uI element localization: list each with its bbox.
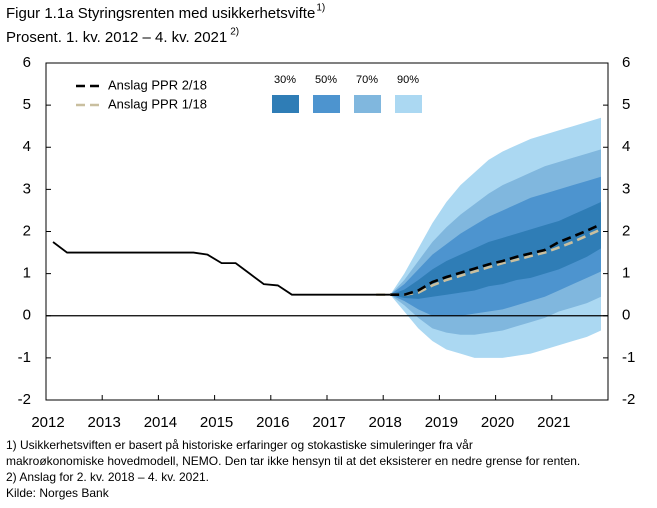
x-tick-label: 2020 [481,414,514,431]
y-tick-label: -1 [18,349,31,366]
footnote: 2) Anslag for 2. kv. 2018 – 4. kv. 2021. [6,470,209,484]
fan-legend-label: 30% [274,74,296,86]
x-tick-label: 2014 [144,414,177,431]
footnote: makroøkonomiske hovedmodell, NEMO. Den t… [6,454,580,468]
fan-legend-label: 50% [315,74,337,86]
y-tick-label: 4 [23,138,31,155]
y-tick-label: 6 [23,54,31,71]
footnote: Kilde: Norges Bank [6,486,110,500]
fan-legend-label: 90% [397,74,419,86]
x-tick-label: 2015 [200,414,233,431]
y-tick-label: -2 [18,391,31,408]
fan-band [390,202,601,299]
line [52,241,391,296]
y2-tick-label: 4 [622,138,630,155]
y2-tick-label: -1 [622,349,635,366]
legend-label: Anslag PPR 2/18 [108,77,207,92]
x-tick-label: 2016 [256,414,289,431]
fan-legend-swatch [354,95,381,113]
y-tick-label: 2 [23,222,31,239]
legend-label: Anslag PPR 1/18 [108,96,207,111]
y2-tick-label: 3 [622,180,630,197]
y2-tick-label: 6 [622,54,630,71]
x-tick-label: 2019 [425,414,458,431]
y-tick-label: 3 [23,180,31,197]
fan-legend-swatch [313,95,340,113]
fan-legend-swatch [395,95,422,113]
y2-tick-label: 2 [622,222,630,239]
footnote: 1) Usikkerhetsviften er basert på histor… [6,438,473,452]
x-tick-label: 2017 [312,414,345,431]
line [376,228,602,296]
title-note: 1) [316,3,325,14]
chart-subtitle: Prosent. 1. kv. 2012 – 4. kv. 2021 [6,29,227,46]
y-tick-label: 1 [23,265,31,282]
x-tick-label: 2013 [88,414,121,431]
y-tick-label: 0 [23,307,31,324]
y2-tick-label: -2 [622,391,635,408]
x-tick-label: 2012 [31,414,64,431]
y-tick-label: 5 [23,96,31,113]
y2-tick-label: 0 [622,307,630,324]
fan-legend-swatch [272,95,299,113]
x-tick-label: 2021 [537,414,570,431]
plot-frame [45,62,609,401]
y2-tick-label: 5 [622,96,630,113]
fan-legend-label: 70% [356,74,378,86]
y2-tick-label: 1 [622,265,630,282]
subtitle-note: 2) [230,27,239,38]
x-tick-label: 2018 [369,414,402,431]
chart-title: Figur 1.1a Styringsrenten med usikkerhet… [6,5,315,22]
line [390,223,602,296]
